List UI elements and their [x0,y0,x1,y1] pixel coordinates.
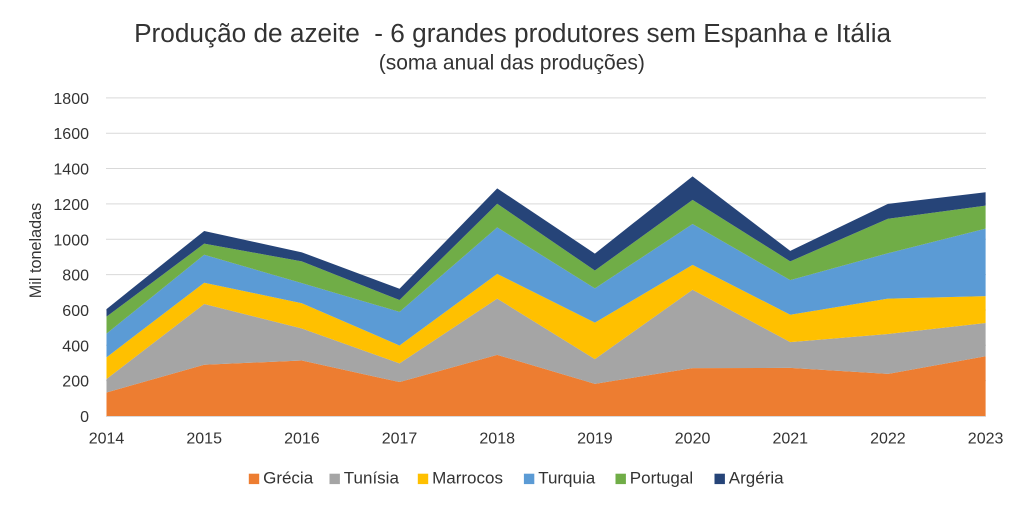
svg-text:2014: 2014 [89,431,125,448]
svg-text:Argéria: Argéria [729,468,784,487]
svg-text:Mil toneladas: Mil toneladas [27,203,45,298]
svg-text:800: 800 [62,268,89,285]
svg-text:2017: 2017 [382,431,418,448]
svg-text:Produção de azeite - 6 grande: Produção de azeite - 6 grandes produtore… [134,18,891,48]
svg-text:600: 600 [62,303,89,320]
svg-text:2020: 2020 [675,431,711,448]
svg-text:1000: 1000 [53,232,89,249]
svg-text:0: 0 [80,409,89,426]
svg-text:1400: 1400 [53,162,89,179]
svg-text:2015: 2015 [186,431,222,448]
svg-text:2016: 2016 [284,431,320,448]
svg-text:Tunísia: Tunísia [344,468,400,487]
svg-text:200: 200 [62,374,89,391]
svg-text:Portugal: Portugal [630,468,693,487]
svg-text:(soma anual das produções): (soma anual das produções) [379,52,645,75]
svg-text:2023: 2023 [968,431,1004,448]
svg-text:Turquia: Turquia [538,468,596,487]
svg-text:1600: 1600 [53,126,89,143]
svg-text:2019: 2019 [577,431,613,448]
svg-text:2018: 2018 [479,431,515,448]
svg-text:1800: 1800 [53,91,89,108]
svg-text:2021: 2021 [772,431,808,448]
svg-text:2022: 2022 [870,431,906,448]
svg-text:400: 400 [62,338,89,355]
svg-text:Marrocos: Marrocos [432,468,503,487]
svg-text:1200: 1200 [53,197,89,214]
svg-text:Grécia: Grécia [263,468,314,487]
